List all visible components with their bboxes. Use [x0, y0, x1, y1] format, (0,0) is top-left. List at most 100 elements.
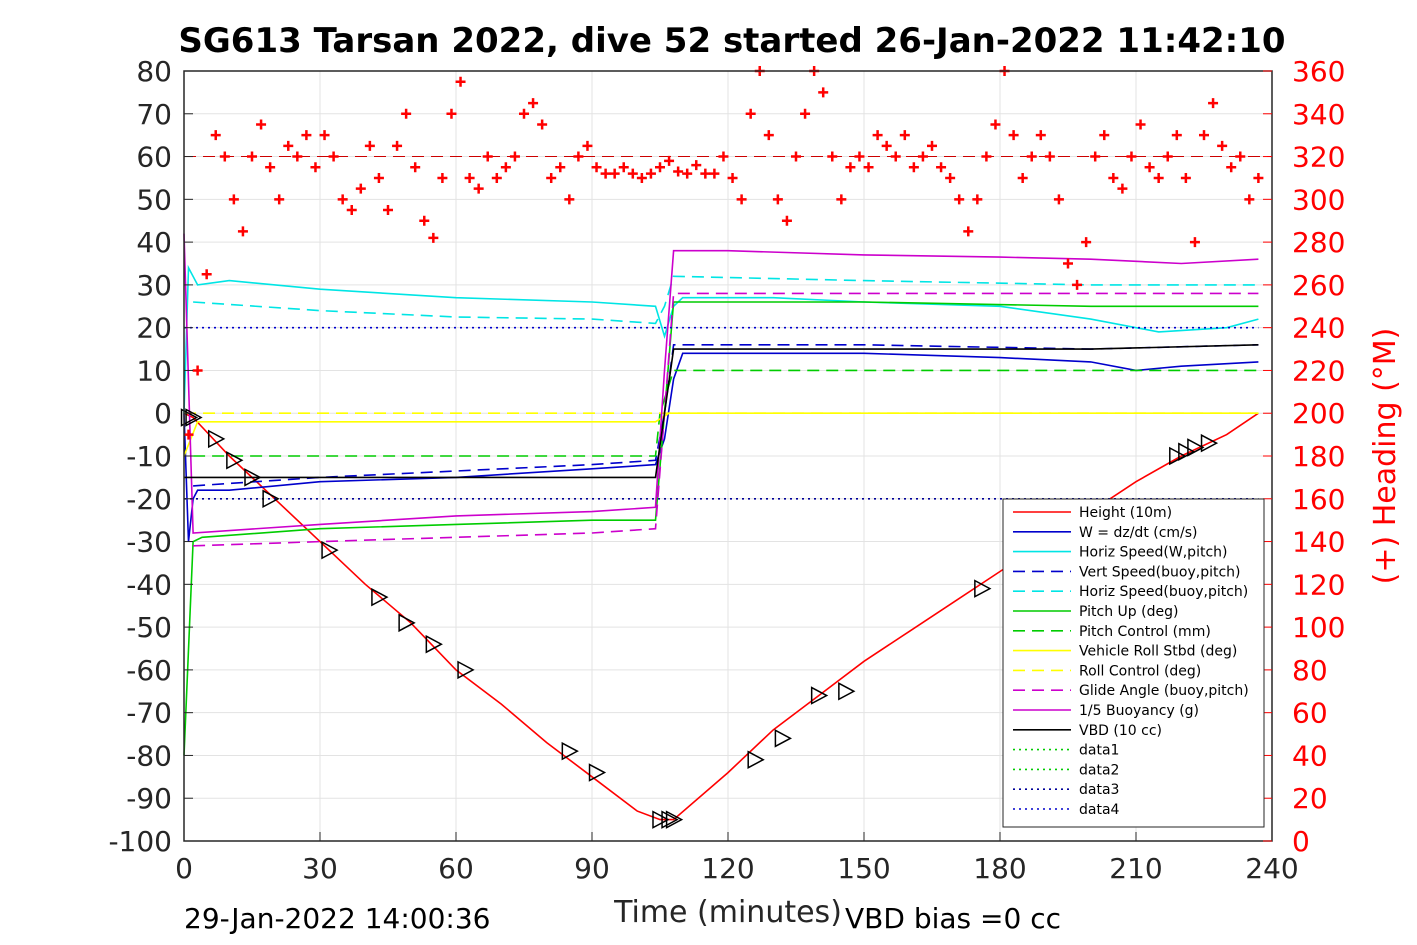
depth-marker: [747, 750, 765, 769]
heading-point: [1189, 237, 1200, 248]
heading-point: [1035, 130, 1046, 141]
heading-point: [355, 183, 366, 194]
heading-point: [219, 151, 230, 162]
heading-series: [183, 66, 1264, 440]
heading-point: [383, 205, 393, 216]
legend-label: Vert Speed(buoy,pitch): [1079, 564, 1241, 580]
heading-point: [401, 108, 412, 119]
y2-tick-label: 280: [1292, 226, 1345, 259]
heading-point: [936, 162, 947, 173]
y-tick-label: -50: [126, 611, 172, 644]
y2-tick-label: 260: [1292, 269, 1345, 302]
heading-point: [727, 172, 738, 183]
y-tick-label: -20: [126, 483, 172, 516]
footer-vbd-bias: VBD bias =0 cc: [845, 902, 1061, 935]
depth-marker: [665, 810, 684, 829]
heading-point: [845, 162, 856, 173]
y-tick-label: -90: [126, 782, 172, 815]
heading-point: [781, 215, 792, 226]
heading-point: [863, 162, 874, 173]
series-line-1: [183, 352, 1259, 542]
legend-label: data3: [1079, 782, 1119, 798]
heading-point: [528, 98, 539, 109]
heading-point: [1026, 151, 1037, 162]
heading-point: [419, 215, 430, 226]
heading-point: [1235, 151, 1246, 162]
heading-point: [491, 172, 502, 183]
heading-point: [791, 151, 801, 162]
heading-point: [664, 155, 675, 166]
legend-label: Horiz Speed(buoy,pitch): [1079, 584, 1248, 600]
y2-tick-label: 200: [1292, 397, 1345, 430]
y2-tick-label: 220: [1292, 354, 1345, 387]
legend-box: [1002, 498, 1265, 828]
heading-point: [627, 168, 638, 179]
heading-point: [1217, 140, 1228, 151]
y-tick-label: 20: [136, 312, 172, 345]
series-line-11: [184, 344, 1259, 479]
heading-point: [237, 226, 248, 237]
depth-marker: [652, 810, 670, 829]
heading-point: [682, 168, 693, 179]
heading-point: [265, 162, 276, 173]
heading-point: [655, 162, 665, 173]
heading-point: [247, 151, 257, 162]
heading-point: [691, 160, 702, 171]
x-tick-label: 150: [837, 852, 890, 885]
heading-point: [1044, 151, 1055, 162]
heading-point: [836, 194, 847, 205]
heading-point: [437, 172, 448, 183]
x-tick-label: 90: [574, 852, 610, 885]
heading-point: [328, 151, 339, 162]
y2-tick-label: 60: [1292, 697, 1328, 730]
heading-point: [772, 194, 783, 205]
heading-point: [519, 108, 529, 119]
y2-tick-label: 300: [1292, 183, 1345, 216]
legend-label: VBD (10 cc): [1079, 723, 1162, 739]
heading-point: [201, 269, 212, 280]
y-tick-label: 30: [136, 269, 172, 302]
legend-label: Horiz Speed(W,pitch): [1079, 545, 1227, 561]
y-tick-label: -30: [126, 526, 172, 559]
heading-point: [1244, 194, 1255, 205]
heading-point: [1153, 172, 1164, 183]
y-tick-label: -10: [126, 440, 172, 473]
footer-timestamp: 29-Jan-2022 14:00:36: [184, 902, 490, 935]
series-line-10: [183, 233, 1259, 534]
y2-tick-label: 0: [1292, 825, 1310, 858]
series-line-4: [193, 275, 1259, 325]
heading-point: [446, 108, 457, 119]
heading-point: [1072, 279, 1083, 290]
depth-marker: [457, 660, 475, 680]
legend-label: data4: [1079, 802, 1120, 818]
legend-label: Roll Control (deg): [1079, 663, 1201, 679]
y-tick-label: -40: [126, 568, 172, 601]
heading-point: [192, 365, 203, 376]
heading-point: [600, 168, 611, 179]
heading-point: [500, 162, 511, 173]
heading-point: [1099, 130, 1110, 141]
series-line-3: [193, 343, 1259, 487]
heading-point: [673, 166, 684, 177]
heading-point: [1117, 183, 1128, 194]
y-tick-labels: -100-90-80-70-60-50-40-30-20-10010203040…: [108, 55, 193, 858]
y2-tick-label: 100: [1292, 611, 1345, 644]
y-tick-label: 10: [136, 354, 172, 387]
heading-point: [954, 194, 965, 205]
heading-point: [736, 194, 747, 205]
y-tick-label: 70: [136, 98, 172, 131]
chart-title: SG613 Tarsan 2022, dive 52 started 26-Ja…: [178, 21, 1285, 61]
heading-point: [908, 162, 919, 173]
heading-point: [210, 130, 221, 141]
x-tick-labels: 0 30 60 90 120 150 180 210 240: [175, 832, 1299, 885]
heading-point: [509, 151, 520, 162]
heading-point: [872, 130, 883, 141]
heading-point: [1144, 162, 1155, 173]
heading-point: [392, 140, 403, 151]
y-tick-label: -100: [108, 825, 172, 858]
heading-point: [555, 162, 566, 173]
y2-tick-label: 360: [1292, 55, 1345, 88]
heading-point: [1162, 151, 1173, 162]
depth-marker: [1169, 446, 1187, 466]
y-tick-label: 40: [136, 226, 172, 259]
